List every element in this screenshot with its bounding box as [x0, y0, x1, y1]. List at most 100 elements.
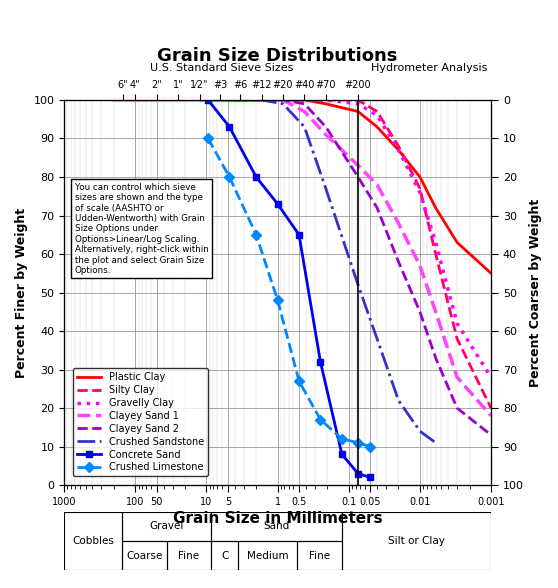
Clayey Sand 1 [217, 96, 224, 103]
Clayey Sand 1 [301, 108, 308, 115]
Gravelly Clay [432, 239, 439, 246]
Clayey Sand 2 [454, 405, 460, 412]
Crushed Sandstone [280, 101, 286, 108]
Plastic Clay [196, 96, 203, 103]
Text: Hydrometer Analysis: Hydrometer Analysis [371, 63, 487, 73]
Silty Clay [454, 335, 460, 342]
Clayey Sand 1 [280, 96, 286, 103]
Clayey Sand 1 [355, 162, 362, 169]
Plastic Clay [258, 96, 265, 103]
Concrete Sand [253, 173, 259, 181]
Crushed Sandstone [226, 96, 233, 103]
Crushed Sandstone [258, 96, 265, 103]
Gravelly Clay [355, 101, 362, 108]
Crushed Limestone [339, 435, 345, 442]
Clayey Sand 1 [258, 96, 265, 103]
Clayey Sand 2 [301, 101, 308, 108]
Line: Concrete Sand: Concrete Sand [205, 96, 374, 481]
Bar [211, 512, 341, 541]
Concrete Sand [367, 474, 373, 481]
Clayey Sand 1 [323, 131, 329, 138]
Crushed Limestone [317, 416, 324, 423]
Clayey Sand 1 [395, 220, 402, 227]
Clayey Sand 2 [374, 204, 381, 211]
Crushed Limestone [367, 443, 373, 450]
Clayey Sand 2 [395, 258, 402, 265]
Y-axis label: Percent Finer by Weight: Percent Finer by Weight [15, 208, 28, 377]
Crushed Limestone [275, 297, 281, 304]
Plastic Clay [301, 96, 308, 103]
Concrete Sand [275, 201, 281, 208]
Crushed Sandstone [237, 96, 243, 103]
Silty Clay [395, 143, 402, 150]
Plastic Clay [280, 96, 286, 103]
Clayey Sand 2 [280, 96, 286, 103]
Gravelly Clay [217, 96, 224, 103]
Line: Clayey Sand 2: Clayey Sand 2 [220, 100, 491, 435]
Plastic Clay [355, 108, 362, 115]
Clayey Sand 1 [237, 96, 243, 103]
Plastic Clay [217, 96, 224, 103]
Crushed Limestone [205, 135, 211, 142]
Text: Coarse: Coarse [126, 550, 162, 561]
Gravelly Clay [280, 96, 286, 103]
Clayey Sand 2 [432, 355, 439, 362]
Text: You can control which sieve
sizes are shown and the type
of scale (AASHTO or
Udd: You can control which sieve sizes are sh… [75, 183, 209, 275]
Silty Clay [355, 96, 362, 103]
Gravelly Clay [395, 146, 402, 153]
Crushed Limestone [355, 439, 362, 446]
Text: C: C [221, 550, 229, 561]
Clayey Sand 2 [355, 173, 362, 181]
Bar [122, 512, 211, 541]
Gravelly Clay [416, 189, 423, 196]
Clayey Sand 2 [323, 123, 329, 131]
Concrete Sand [339, 451, 345, 458]
Line: Gravelly Clay: Gravelly Clay [200, 100, 491, 377]
Silty Clay [374, 108, 381, 115]
Gravelly Clay [374, 112, 381, 119]
Clayey Sand 1 [488, 412, 494, 419]
Plastic Clay [175, 96, 181, 103]
Gravelly Clay [258, 96, 265, 103]
Clayey Sand 2 [416, 308, 423, 315]
Bar [238, 541, 297, 570]
Crushed Sandstone [301, 123, 308, 131]
Crushed Limestone [296, 377, 302, 385]
Text: Cobbles: Cobbles [72, 536, 114, 546]
Bar [297, 541, 341, 570]
Clayey Sand 1 [454, 374, 460, 381]
Concrete Sand [205, 96, 211, 103]
Plastic Clay [432, 204, 439, 211]
Bar [122, 541, 167, 570]
Crushed Sandstone [374, 335, 381, 342]
Concrete Sand [317, 358, 324, 365]
Plastic Clay [153, 96, 160, 103]
Line: Crushed Limestone: Crushed Limestone [205, 135, 374, 450]
Plastic Clay [374, 123, 381, 131]
Clayey Sand 1 [205, 96, 211, 103]
Gravelly Clay [323, 96, 329, 103]
Concrete Sand [226, 123, 233, 131]
Line: Crushed Sandstone: Crushed Sandstone [229, 100, 436, 443]
Text: Fine: Fine [309, 550, 330, 561]
Gravelly Clay [237, 96, 243, 103]
Silty Clay [323, 96, 329, 103]
Text: Medium: Medium [247, 550, 288, 561]
Clayey Sand 1 [374, 181, 381, 188]
Crushed Sandstone [432, 439, 439, 446]
Clayey Sand 1 [432, 308, 439, 315]
Bar [64, 512, 122, 570]
Gravelly Clay [301, 96, 308, 103]
Y-axis label: Percent Coarser by Weight: Percent Coarser by Weight [530, 198, 542, 387]
Gravelly Clay [454, 320, 460, 327]
Text: Silt or Clay: Silt or Clay [388, 536, 445, 546]
Bar [211, 541, 238, 570]
Line: Silty Clay: Silty Clay [326, 100, 491, 408]
Line: Plastic Clay: Plastic Clay [114, 100, 491, 273]
Line: Clayey Sand 1: Clayey Sand 1 [208, 100, 491, 416]
Plastic Clay [323, 101, 329, 108]
Crushed Limestone [253, 231, 259, 238]
X-axis label: Grain Size in Millimeters: Grain Size in Millimeters [173, 511, 382, 526]
Gravelly Clay [488, 374, 494, 381]
Gravelly Clay [196, 96, 203, 103]
